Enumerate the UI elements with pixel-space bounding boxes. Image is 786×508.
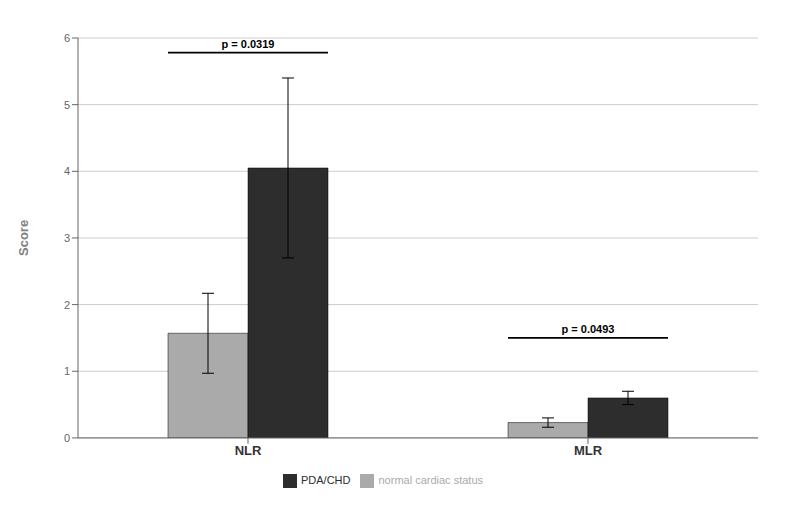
html-text:normal cardiac status: normal cardiac status xyxy=(378,473,483,486)
svg-text:Score: Score xyxy=(16,220,31,256)
svg-text:5: 5 xyxy=(64,99,70,111)
svg-text:3: 3 xyxy=(64,232,70,244)
svg-text:NLR: NLR xyxy=(235,443,262,458)
svg-text:2: 2 xyxy=(64,299,70,311)
svg-text:4: 4 xyxy=(64,165,70,177)
svg-text:0: 0 xyxy=(64,432,70,444)
svg-text:1: 1 xyxy=(64,365,70,377)
svg-text:p = 0.0493: p = 0.0493 xyxy=(562,323,615,335)
html-text:PDA/CHD: PDA/CHD xyxy=(301,473,351,486)
svg-text:MLR: MLR xyxy=(574,443,603,458)
svg-text:p = 0.0319: p = 0.0319 xyxy=(222,38,275,50)
svg-text:6: 6 xyxy=(64,32,70,44)
